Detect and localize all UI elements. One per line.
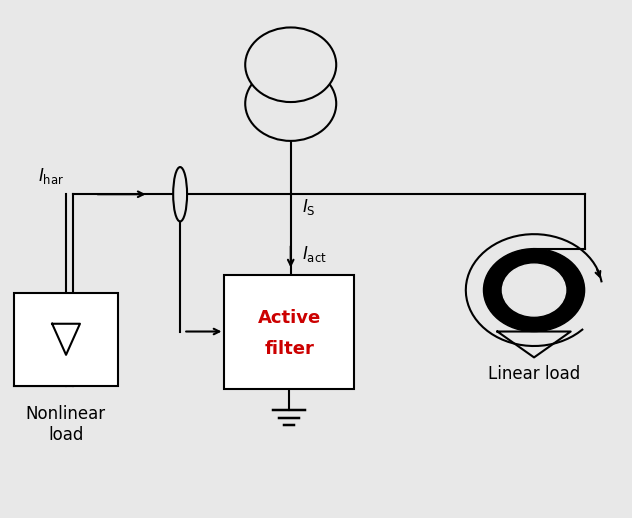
Bar bbox=[14, 293, 118, 386]
Text: Linear load: Linear load bbox=[488, 365, 580, 383]
Circle shape bbox=[245, 27, 336, 102]
Circle shape bbox=[483, 249, 585, 332]
Text: $I_\mathsf{act}$: $I_\mathsf{act}$ bbox=[302, 244, 327, 264]
Text: Nonlinear
load: Nonlinear load bbox=[26, 405, 106, 444]
Circle shape bbox=[245, 66, 336, 141]
Bar bbox=[224, 275, 354, 388]
Text: Active: Active bbox=[257, 309, 321, 327]
Text: $I_\mathsf{S}$: $I_\mathsf{S}$ bbox=[302, 197, 316, 217]
Text: $I_\mathsf{har}$: $I_\mathsf{har}$ bbox=[38, 166, 64, 186]
Circle shape bbox=[502, 264, 566, 316]
Polygon shape bbox=[52, 324, 80, 355]
Text: filter: filter bbox=[264, 340, 314, 357]
Ellipse shape bbox=[173, 167, 187, 222]
